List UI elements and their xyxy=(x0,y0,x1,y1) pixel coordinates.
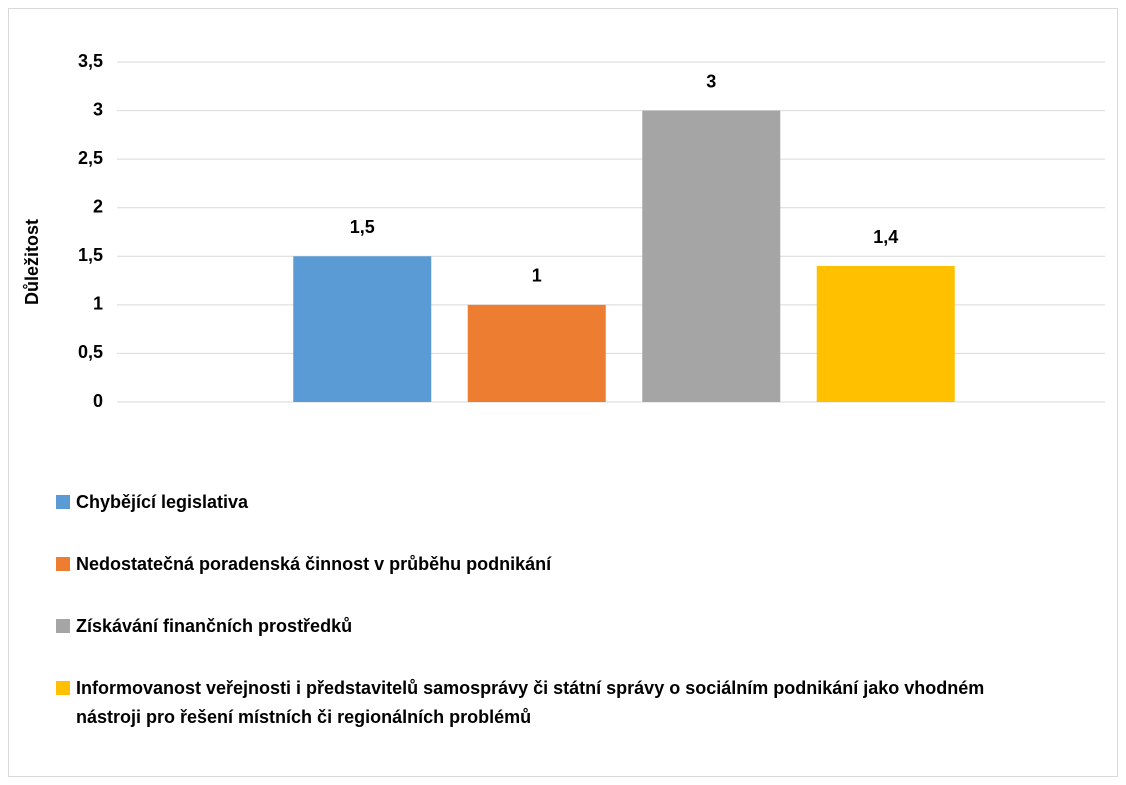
y-tick-label: 1,5 xyxy=(78,245,103,265)
bar xyxy=(467,304,606,402)
legend-label: Nedostatečná poradenská činnost v průběh… xyxy=(76,554,552,574)
y-tick-label: 0,5 xyxy=(78,342,103,362)
chart-border xyxy=(8,8,1118,777)
legend: Chybějící legislativa Nedostatečná porade… xyxy=(56,488,1096,765)
legend-item: Získávání finančních prostředků xyxy=(56,612,1096,641)
y-tick-label: 3 xyxy=(93,99,103,119)
y-tick-label: 3,5 xyxy=(78,51,103,71)
legend-item: Informovanost veřejnosti i představitelů… xyxy=(56,674,1096,732)
y-tick-label: 0 xyxy=(93,391,103,411)
legend-item: Chybějící legislativa xyxy=(56,488,1096,517)
legend-item: Nedostatečná poradenská činnost v průběh… xyxy=(56,550,1096,579)
legend-label: Chybějící legislativa xyxy=(76,492,249,512)
data-label: 1,4 xyxy=(873,227,898,247)
legend-label: Informovanost veřejnosti i představitelů… xyxy=(76,678,985,727)
y-tick-label: 1 xyxy=(93,294,103,314)
bar xyxy=(642,110,781,403)
y-tick-label: 2 xyxy=(93,196,103,216)
legend-label: Získávání finančních prostředků xyxy=(76,616,353,636)
legend-swatch xyxy=(56,557,70,571)
bar xyxy=(816,266,955,402)
bar xyxy=(293,256,432,402)
y-axis-title: Důležitost xyxy=(22,219,42,305)
legend-swatch xyxy=(56,495,70,509)
legend-swatch xyxy=(56,681,70,695)
data-label: 1 xyxy=(532,266,542,286)
legend-swatch xyxy=(56,619,70,633)
data-label: 1,5 xyxy=(350,217,375,237)
y-tick-label: 2,5 xyxy=(78,148,103,168)
data-label: 3 xyxy=(706,71,716,91)
